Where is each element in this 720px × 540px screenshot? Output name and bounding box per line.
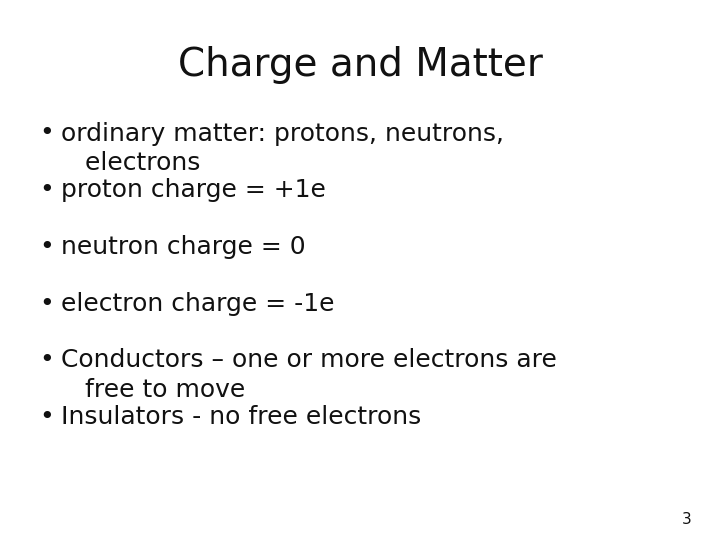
Text: •: • [40,235,54,259]
Text: Conductors – one or more electrons are
   free to move: Conductors – one or more electrons are f… [61,348,557,402]
Text: •: • [40,122,54,145]
Text: 3: 3 [681,511,691,526]
Text: •: • [40,292,54,315]
Text: •: • [40,348,54,372]
Text: •: • [40,178,54,202]
Text: •: • [40,405,54,429]
Text: Insulators - no free electrons: Insulators - no free electrons [61,405,421,429]
Text: neutron charge = 0: neutron charge = 0 [61,235,306,259]
Text: ordinary matter: protons, neutrons,
   electrons: ordinary matter: protons, neutrons, elec… [61,122,504,175]
Text: proton charge = +1e: proton charge = +1e [61,178,326,202]
Text: electron charge = -1e: electron charge = -1e [61,292,335,315]
Text: Charge and Matter: Charge and Matter [178,46,542,84]
